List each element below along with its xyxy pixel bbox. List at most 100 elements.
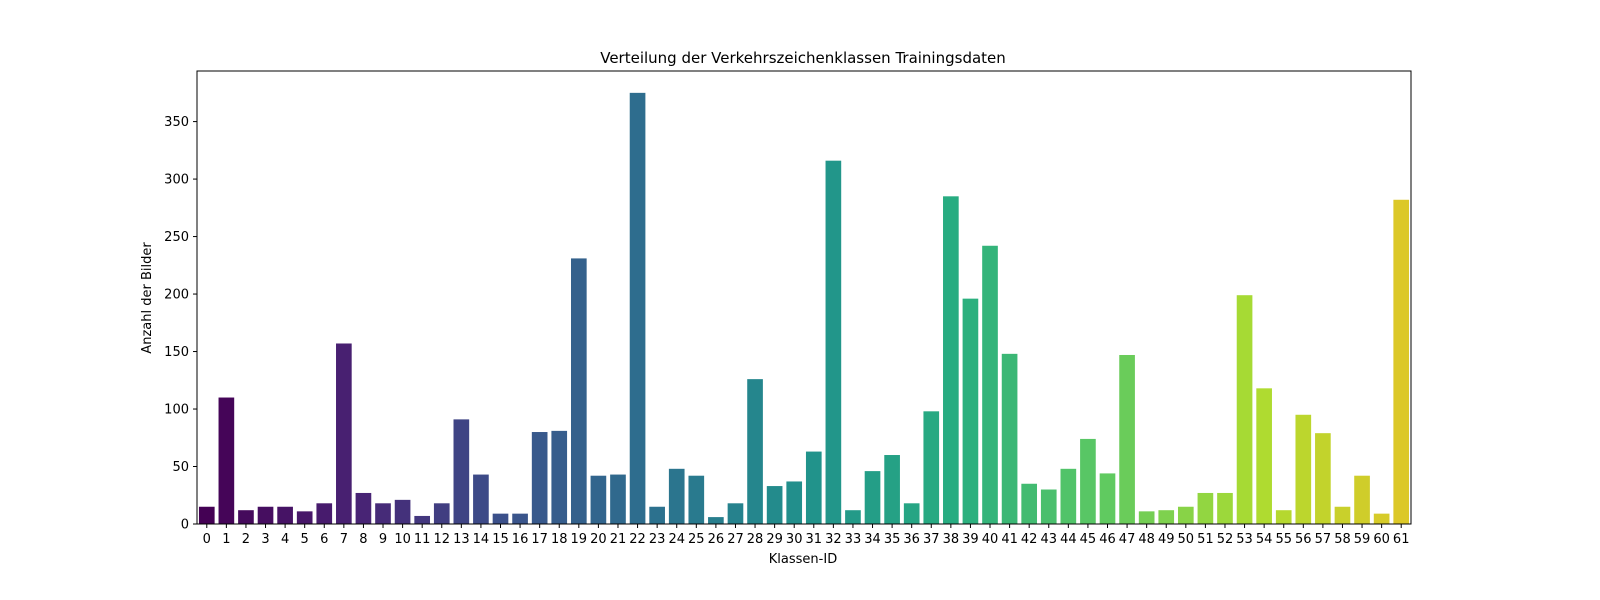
x-tick-label: 8 xyxy=(359,532,367,547)
x-tick-label: 36 xyxy=(903,532,920,547)
bar-class-17 xyxy=(531,432,548,524)
x-tick-label: 22 xyxy=(629,532,646,547)
x-tick-label: 25 xyxy=(688,532,705,547)
x-tick-label: 56 xyxy=(1295,532,1312,547)
bar-class-41 xyxy=(1001,353,1018,524)
bar-class-32 xyxy=(825,160,842,524)
x-tick-label: 28 xyxy=(747,532,764,547)
x-tick-label: 32 xyxy=(825,532,842,547)
bar-class-11 xyxy=(414,515,431,524)
x-tick-label: 16 xyxy=(512,532,529,547)
x-tick-label: 13 xyxy=(453,532,470,547)
bar-class-40 xyxy=(982,245,998,524)
x-tick-label: 35 xyxy=(884,532,901,547)
x-tick-label: 12 xyxy=(433,532,450,547)
bar-class-59 xyxy=(1354,475,1370,524)
x-tick-label: 54 xyxy=(1256,532,1273,547)
bar-class-48 xyxy=(1138,511,1155,524)
x-tick-label: 5 xyxy=(301,532,309,547)
bar-class-36 xyxy=(903,503,920,524)
bar-class-19 xyxy=(570,258,587,524)
bar-class-35 xyxy=(884,455,900,524)
x-tick-label: 46 xyxy=(1099,532,1116,547)
x-tick-label: 19 xyxy=(571,532,588,547)
x-tick-label: 57 xyxy=(1315,532,1332,547)
x-tick-label: 6 xyxy=(320,532,328,547)
bar-class-47 xyxy=(1119,354,1135,524)
bar-class-28 xyxy=(747,379,763,524)
y-axis-label: Anzahl der Bilder xyxy=(140,242,155,354)
x-tick-label: 20 xyxy=(590,532,607,547)
y-tick-label: 50 xyxy=(172,460,189,475)
y-axis: 0 50 100 150 200 250 300 350 xyxy=(164,115,197,533)
x-axis-label: Klassen-ID xyxy=(769,552,837,567)
x-tick-label: 58 xyxy=(1334,532,1351,547)
bar-class-33 xyxy=(845,510,861,524)
x-tick-label: 0 xyxy=(203,532,211,547)
bar-class-20 xyxy=(590,475,607,524)
bar-class-52 xyxy=(1217,492,1233,524)
x-tick-label: 39 xyxy=(962,532,979,547)
x-tick-label: 50 xyxy=(1178,532,1195,547)
bar-class-7 xyxy=(336,343,352,524)
x-tick-label: 11 xyxy=(414,532,431,547)
bar-class-24 xyxy=(668,468,685,524)
x-tick-label: 29 xyxy=(766,532,783,547)
bar-class-30 xyxy=(786,481,803,524)
y-tick-label: 300 xyxy=(164,173,189,188)
bar-class-50 xyxy=(1177,506,1194,524)
bar-class-21 xyxy=(610,474,626,524)
bar-class-29 xyxy=(766,486,783,524)
bar-class-6 xyxy=(316,503,333,524)
x-tick-label: 41 xyxy=(1001,532,1018,547)
bar-class-53 xyxy=(1236,295,1253,524)
bar-class-42 xyxy=(1021,483,1038,524)
bar-class-22 xyxy=(629,92,646,524)
x-tick-label: 15 xyxy=(492,532,509,547)
x-tick-label: 7 xyxy=(340,532,348,547)
x-tick-label: 34 xyxy=(864,532,881,547)
x-tick-label: 2 xyxy=(242,532,250,547)
x-tick-label: 47 xyxy=(1119,532,1136,547)
x-tick-label: 1 xyxy=(222,532,230,547)
bar-class-38 xyxy=(943,196,959,524)
x-tick-label: 40 xyxy=(982,532,999,547)
y-tick-label: 0 xyxy=(181,518,189,533)
x-tick-label: 44 xyxy=(1060,532,1077,547)
x-tick-label: 33 xyxy=(845,532,862,547)
bar-class-10 xyxy=(394,499,411,524)
y-tick-label: 200 xyxy=(164,288,189,303)
bar-class-12 xyxy=(433,503,450,524)
bar-class-39 xyxy=(962,298,979,524)
x-tick-label: 61 xyxy=(1393,532,1410,547)
x-tick-label: 55 xyxy=(1275,532,1292,547)
bar-class-8 xyxy=(355,492,372,524)
plot-frame xyxy=(196,70,1412,525)
bar-class-44 xyxy=(1060,468,1077,524)
bar-class-61 xyxy=(1393,199,1410,524)
bar-class-13 xyxy=(453,419,470,524)
chart-title: Verteilung der Verkehrszeichenklassen Tr… xyxy=(600,49,1006,67)
x-tick-label: 24 xyxy=(668,532,685,547)
bar-class-25 xyxy=(688,475,705,524)
y-tick-label: 250 xyxy=(164,230,189,245)
bar-class-4 xyxy=(277,506,293,524)
bar-class-26 xyxy=(708,517,724,524)
x-tick-label: 49 xyxy=(1158,532,1175,547)
x-tick-label: 37 xyxy=(923,532,940,547)
bar-class-9 xyxy=(375,503,391,524)
bar-class-31 xyxy=(805,451,822,524)
bar-class-5 xyxy=(296,511,313,524)
x-tick-label: 38 xyxy=(943,532,960,547)
bar-class-18 xyxy=(551,430,568,524)
x-tick-label: 48 xyxy=(1138,532,1155,547)
x-tick-label: 31 xyxy=(806,532,823,547)
x-tick-label: 51 xyxy=(1197,532,1214,547)
bar-class-34 xyxy=(864,471,881,524)
x-axis: 0 1 2 3 4 5 6 7 8 9 10 11 12 13 14 15 16 17 18 19 20 21 22 23 24… xyxy=(203,524,1410,547)
bar-class-16 xyxy=(512,513,528,524)
x-tick-label: 18 xyxy=(551,532,568,547)
bar-class-14 xyxy=(473,474,489,524)
bar-class-27 xyxy=(727,503,744,524)
